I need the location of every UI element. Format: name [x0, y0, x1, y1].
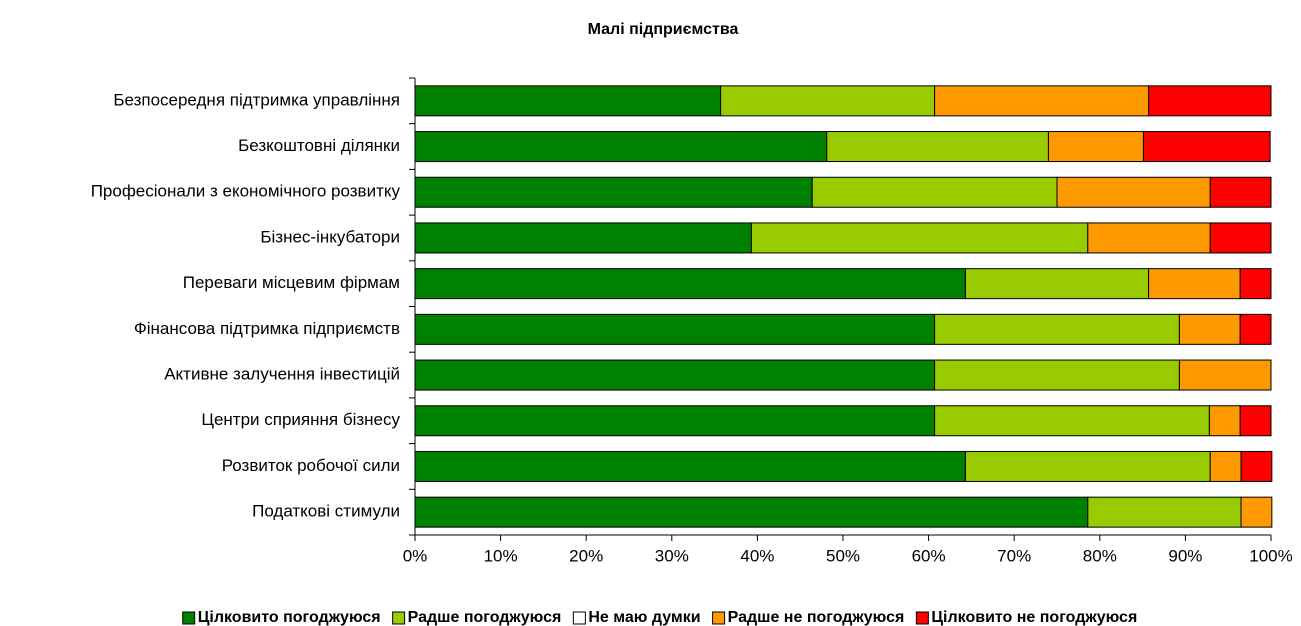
- legend-swatch: [182, 611, 196, 625]
- category-label: Розвиток робочої сили: [222, 456, 400, 475]
- bar-segment: [1239, 405, 1272, 437]
- category-label: Безкоштовні ділянки: [238, 136, 400, 155]
- x-tick-label: 20%: [569, 546, 603, 565]
- bar-segment: [1240, 450, 1273, 482]
- bar-segment: [934, 85, 1150, 117]
- x-tick-label: 30%: [655, 546, 689, 565]
- bar-segment: [1209, 450, 1242, 482]
- category-label: Центри сприяння бізнесу: [201, 410, 400, 429]
- legend-label: Радше погоджуюся: [408, 609, 562, 626]
- legend-swatch: [392, 611, 406, 625]
- legend-swatch: [915, 611, 929, 625]
- bar-segment: [414, 222, 752, 254]
- legend-label: Цілковито погоджуюся: [198, 609, 381, 626]
- bar-segment: [720, 85, 936, 117]
- x-tick-label: 50%: [826, 546, 860, 565]
- bar-segment: [414, 268, 966, 300]
- bar-segment: [750, 222, 1089, 254]
- category-label: Податкові стимули: [252, 502, 400, 521]
- bar-segment: [811, 176, 1058, 208]
- bar-segment: [964, 268, 1150, 300]
- category-label: Фінансова підтримка підприємств: [134, 319, 400, 338]
- x-tick-label: 0%: [403, 546, 428, 565]
- bar-segment: [934, 313, 1180, 345]
- category-label: Професіонали з економічного розвитку: [91, 182, 401, 201]
- bar-segment: [414, 313, 936, 345]
- legend-label: Не маю думки: [588, 609, 700, 626]
- bar-segment: [414, 359, 936, 391]
- bar-segment: [414, 131, 828, 163]
- bar-segment: [414, 405, 936, 437]
- x-tick-label: 40%: [740, 546, 774, 565]
- x-tick-label: 90%: [1168, 546, 1202, 565]
- category-label: Переваги місцевим фірмам: [183, 273, 400, 292]
- bar-segment: [1148, 268, 1241, 300]
- bar-segment: [414, 85, 722, 117]
- x-tick-label: 100%: [1249, 546, 1292, 565]
- category-label: Бізнес-інкубатори: [260, 227, 400, 246]
- bar-segment: [1178, 359, 1272, 391]
- chart-title: Малі підприємства: [588, 21, 739, 38]
- bar-segment: [1209, 222, 1272, 254]
- legend-swatch: [712, 611, 726, 625]
- x-tick-label: 70%: [997, 546, 1031, 565]
- bar-segment: [1148, 85, 1272, 117]
- bar-segment: [1239, 313, 1272, 345]
- bar-segment: [414, 176, 813, 208]
- bar-segment: [934, 405, 1210, 437]
- bar-segment: [826, 131, 1049, 163]
- category-label: Активне залучення інвестицій: [164, 365, 400, 384]
- bar-segment: [1142, 131, 1271, 163]
- bar-segment: [1056, 176, 1211, 208]
- bar-segment: [1047, 131, 1144, 163]
- x-tick-label: 60%: [912, 546, 946, 565]
- bar-segment: [1240, 496, 1273, 528]
- legend: Цілковито погоджуюся Радше погоджуюся Не м…: [182, 609, 1137, 626]
- bar-segment: [1087, 222, 1211, 254]
- bar-segment: [1239, 268, 1272, 300]
- bar-segment: [414, 496, 1089, 528]
- bar-segment: [934, 359, 1180, 391]
- bar-segment: [1208, 405, 1241, 437]
- legend-swatch: [572, 611, 586, 625]
- bar-segment: [1178, 313, 1241, 345]
- x-tick-label: 10%: [484, 546, 518, 565]
- x-tick-label: 80%: [1083, 546, 1117, 565]
- category-label: Безпосередня підтримка управління: [113, 90, 400, 109]
- bar-segment: [1209, 176, 1272, 208]
- legend-label: Радше не погоджуюся: [728, 609, 905, 626]
- legend-label: Цілковито не погоджуюся: [931, 609, 1137, 626]
- bar-segment: [414, 450, 966, 482]
- bar-segment: [1087, 496, 1242, 528]
- bar-segment: [964, 450, 1211, 482]
